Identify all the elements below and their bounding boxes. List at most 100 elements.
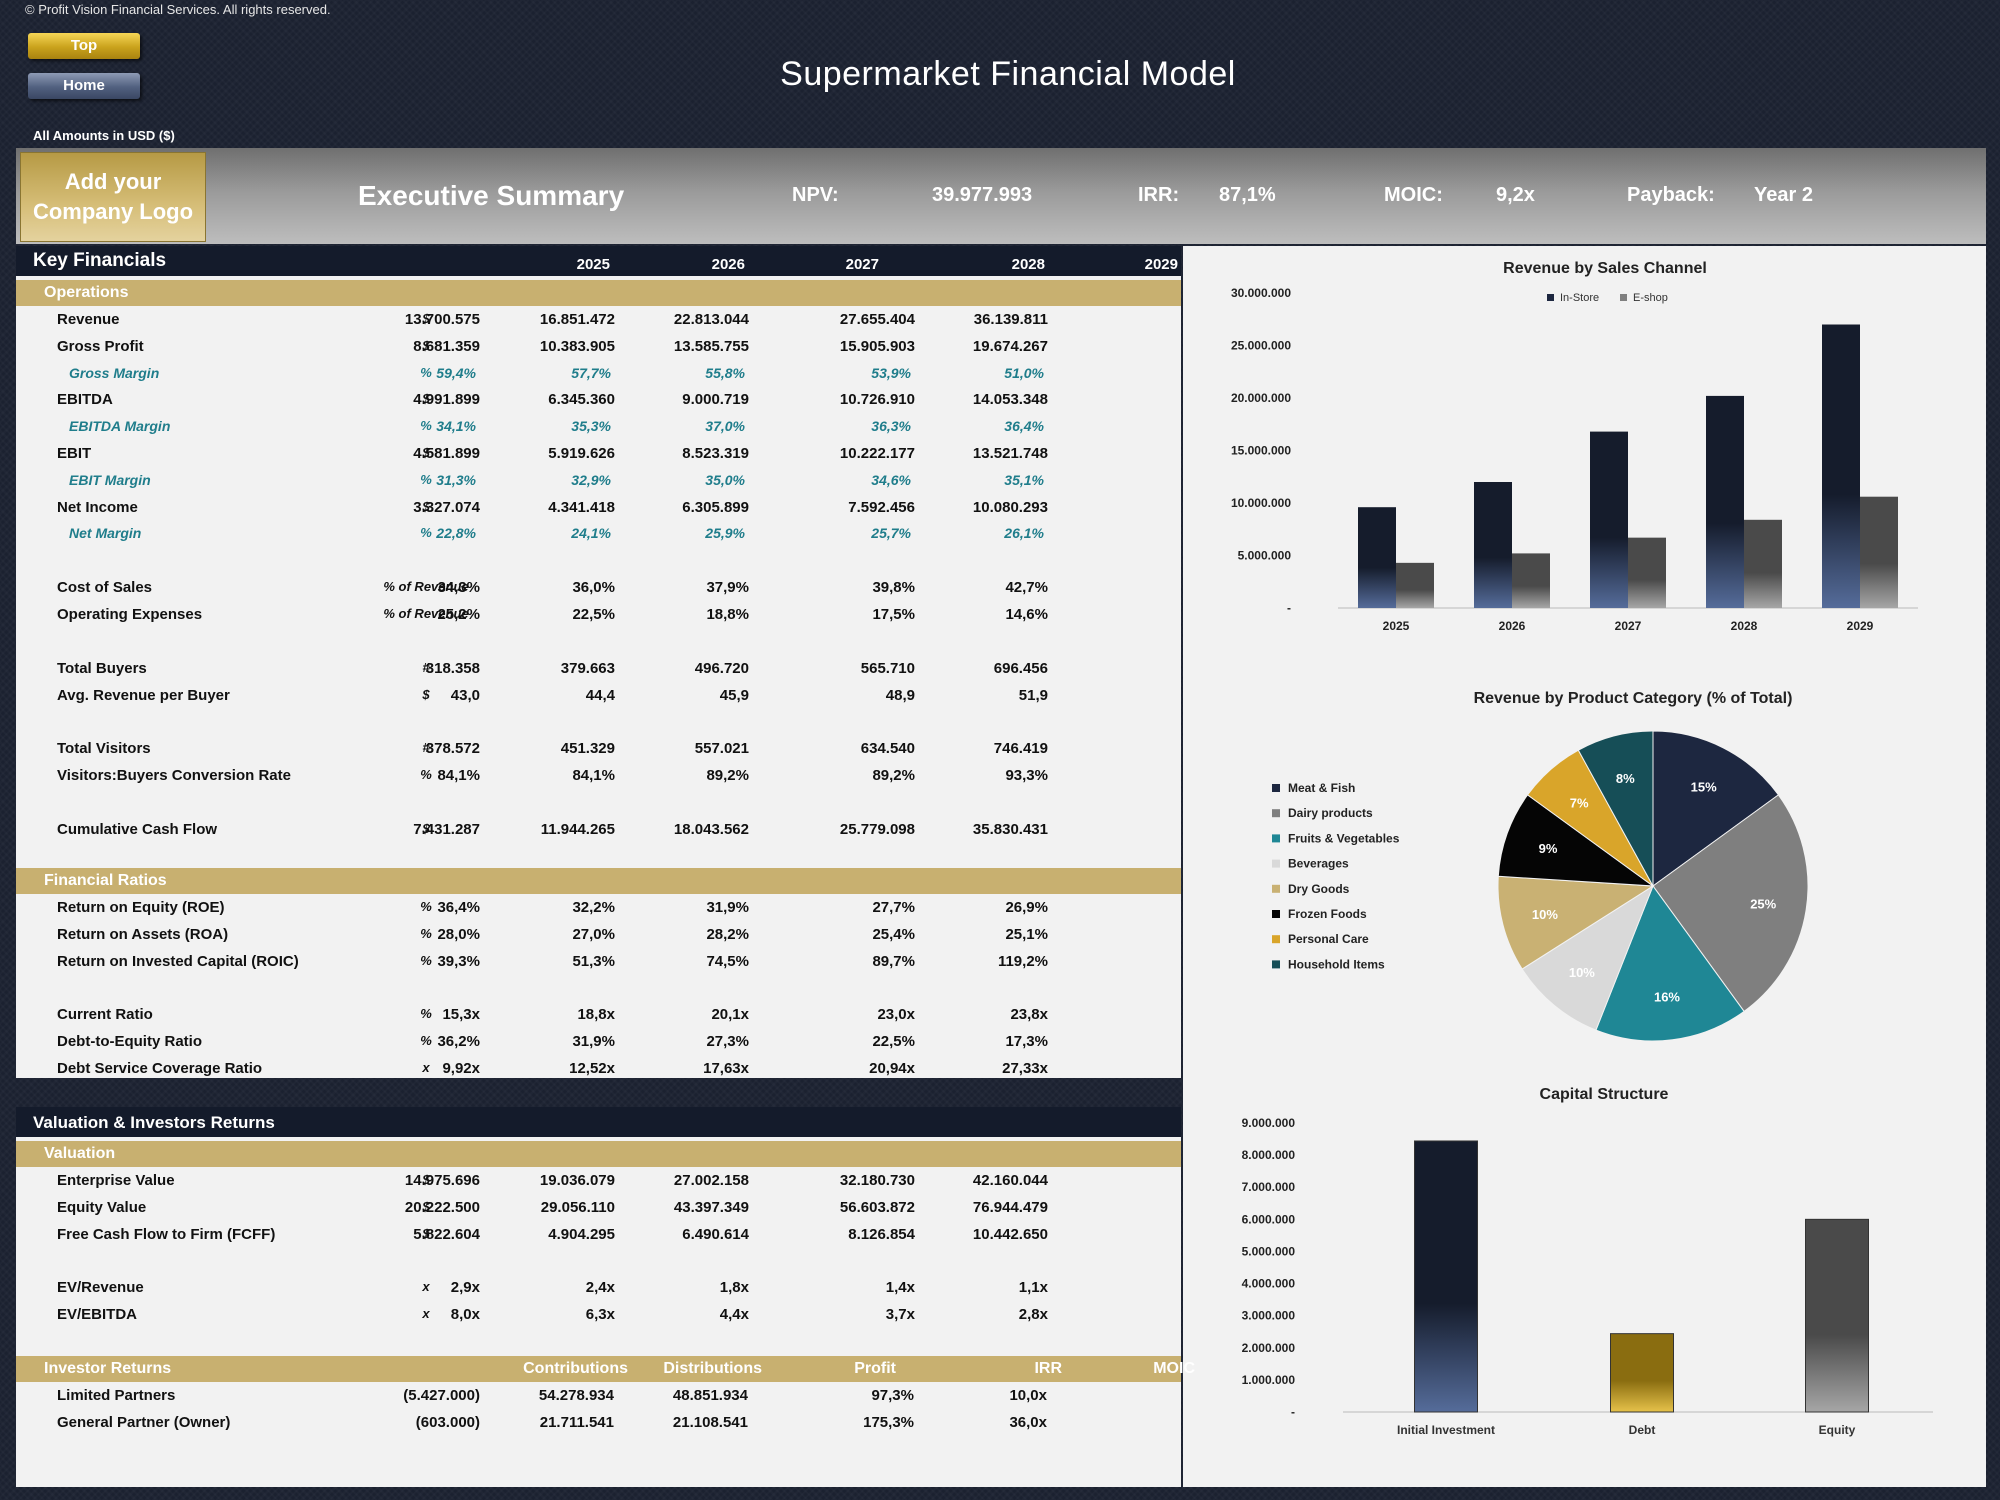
row-value: 57,7% <box>571 364 611 381</box>
pie-slice-meat-fish <box>1652 730 1780 887</box>
row-label: EV/EBITDA <box>57 1306 138 1324</box>
row-value: 37,9% <box>706 579 749 597</box>
row-unit: % <box>420 899 432 914</box>
row-label: Operating Expenses <box>57 606 203 623</box>
row-value: 36,2% <box>437 1033 480 1051</box>
row-value: 26,1% <box>1004 525 1044 542</box>
financial-ratios-title: Financial Ratios <box>44 872 167 889</box>
row-value: 20,1x <box>711 1006 749 1024</box>
row-unit: $ <box>422 498 430 514</box>
row-value: 25,4% <box>872 925 915 943</box>
irr-label: IRR: <box>1138 184 1180 206</box>
row-value: 746.419 <box>993 740 1048 758</box>
legend-label: Meat & Fish <box>1288 781 1355 795</box>
top-button[interactable]: Top <box>28 33 140 59</box>
row-value: 4.581.899 <box>413 445 480 462</box>
bar-eshop-2026 <box>1512 553 1550 608</box>
col-moic: MOIC <box>1153 1360 1195 1377</box>
row-unit: % <box>420 952 432 968</box>
row-value: 84,1% <box>437 767 480 785</box>
row-value: 36.139.811 <box>973 311 1048 328</box>
row-value: 25,1% <box>1005 925 1048 943</box>
bar-eshop-2025 <box>1396 562 1434 608</box>
moic-value: 9,2x <box>1496 184 1535 206</box>
row-value: 39,3% <box>437 952 480 970</box>
row-value: 18,8x <box>577 1006 615 1024</box>
row-label: Equity Value <box>57 1198 147 1216</box>
legend-swatch-e-shop <box>1620 294 1627 301</box>
row-value: (5.427.000) <box>403 1387 480 1404</box>
y-tick-label: 3.000.000 <box>1242 1309 1296 1323</box>
row-value: 42,7% <box>1005 579 1048 597</box>
row-value: 44,4 <box>585 686 615 704</box>
pie-slice-frozen-foods <box>1497 794 1655 887</box>
payback-label: Payback: <box>1627 184 1715 206</box>
y-tick-label: 2.000.000 <box>1242 1341 1296 1355</box>
row-value: 28,2% <box>706 925 749 943</box>
row-value: 20.222.500 <box>404 1198 480 1216</box>
pie-slice-dairy-products <box>1652 794 1809 1013</box>
row-value: 74,5% <box>706 952 749 970</box>
row-value: 21.108.541 <box>672 1413 748 1431</box>
table-row: EV/EBITDA x 8,0x 6,3x 4,4x 3,7x 2,8x <box>16 1302 1181 1328</box>
row-unit: $ <box>422 1198 430 1214</box>
payback-value: Year 2 <box>1754 184 1813 206</box>
table-row: Return on Invested Capital (ROIC)% 39,3% 5… <box>16 949 1181 975</box>
row-value: 39,8% <box>872 579 915 597</box>
row-value: 8.126.854 <box>848 1225 915 1243</box>
home-button[interactable]: Home <box>28 73 140 99</box>
copyright-text: © Profit Vision Financial Services. All … <box>25 2 331 17</box>
row-value: 25.779.098 <box>839 821 915 838</box>
row-unit: % <box>420 471 432 487</box>
row-value: 27,3% <box>706 1033 749 1051</box>
executive-summary-title: Executive Summary <box>358 180 625 211</box>
row-value: 18,8% <box>706 606 749 623</box>
row-unit: % <box>420 525 432 541</box>
row-value: 31,9% <box>572 1033 615 1051</box>
row-label: Return on Invested Capital (ROIC) <box>57 952 299 970</box>
row-value: 36,0% <box>572 579 615 597</box>
legend-label: Dry Goods <box>1288 882 1350 896</box>
row-unit: % <box>420 767 432 783</box>
moic-label: MOIC: <box>1384 184 1443 206</box>
pie-slice-household-items <box>1577 730 1654 887</box>
row-unit: % <box>420 418 432 434</box>
capital-structure-chart: Capital Structure - 1.000.000 2.000.000 3.00… <box>1242 1086 1933 1437</box>
legend-label-in-store: In-Store <box>1560 292 1599 304</box>
row-unit: x <box>422 1279 430 1295</box>
row-value: 1,1x <box>1018 1279 1048 1297</box>
row-value: 14,6% <box>1005 606 1048 623</box>
legend-swatch <box>1272 884 1280 893</box>
pie-data-label: 15% <box>1691 780 1717 795</box>
y-tick-label: 7.000.000 <box>1242 1180 1296 1194</box>
row-value: (603.000) <box>415 1413 480 1431</box>
row-value: 89,2% <box>706 767 749 785</box>
row-value: 22.813.044 <box>673 311 749 328</box>
table-row: EBIT Margin% 31,3% 32,9% 35,0% 34,6% 35,1% <box>16 468 1181 494</box>
bar-instore-2028 <box>1706 395 1744 608</box>
row-unit: $ <box>422 686 430 702</box>
row-value: 27,7% <box>872 899 915 916</box>
row-value: 51,0% <box>1004 364 1044 381</box>
legend-label-e-shop: E-shop <box>1633 292 1668 304</box>
row-unit: % of Revenue <box>383 606 469 621</box>
bar-initial-investment <box>1414 1140 1478 1413</box>
row-value: 696.456 <box>993 659 1048 677</box>
legend-swatch <box>1272 910 1280 918</box>
bar-eshop-2027 <box>1628 537 1666 608</box>
row-unit: # <box>422 659 430 675</box>
investor-returns-title: Investor Returns <box>44 1360 172 1377</box>
row-value: 318.358 <box>425 659 480 677</box>
company-logo-placeholder[interactable]: Add your Company Logo <box>20 152 206 242</box>
row-unit: $ <box>422 445 430 460</box>
legend-label: Household Items <box>1288 957 1385 971</box>
row-label: Enterprise Value <box>57 1172 175 1189</box>
year-header-2028: 2028 <box>1011 256 1045 273</box>
table-row: Gross Margin% 59,4% 57,7% 55,8% 53,9% 51,0% <box>16 361 1181 387</box>
row-value: 7.431.287 <box>413 821 480 838</box>
row-value: 10.726.910 <box>839 391 915 409</box>
npv-value: 39.977.993 <box>932 184 1033 206</box>
row-unit: x <box>422 1306 430 1322</box>
row-label: Return on Assets (ROA) <box>57 925 229 943</box>
row-value: 37,0% <box>705 418 745 435</box>
